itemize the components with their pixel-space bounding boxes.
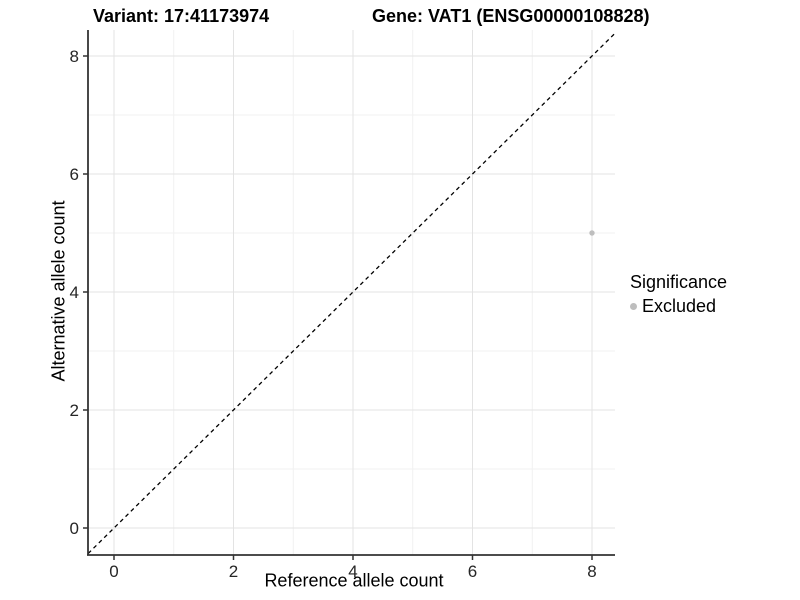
y-tick-label: 2 — [70, 401, 79, 420]
legend: Significance Excluded — [630, 272, 727, 317]
y-tick-label: 4 — [70, 283, 79, 302]
legend-key-dot-icon — [630, 303, 637, 310]
y-tick-label: 0 — [70, 519, 79, 538]
x-tick-label: 8 — [587, 562, 596, 581]
legend-title: Significance — [630, 272, 728, 292]
x-tick-label: 0 — [109, 562, 118, 581]
x-tick-label: 6 — [468, 562, 477, 581]
identity-line — [88, 32, 615, 555]
x-axis-title: Reference allele count — [264, 570, 444, 591]
y-axis-title: Alternative allele count — [48, 200, 69, 382]
legend-item-excluded: Excluded — [630, 296, 727, 317]
y-tick-label: 6 — [70, 165, 79, 184]
plot-title-variant: Variant: 17:41173974 — [93, 6, 270, 26]
data-point — [589, 230, 595, 236]
x-tick-label: 4 — [348, 562, 357, 581]
x-tick-label: 2 — [229, 562, 238, 581]
plot-title-gene: Gene: VAT1 (ENSG00000108828) — [372, 6, 650, 26]
legend-item-label: Excluded — [642, 296, 717, 316]
y-tick-label: 8 — [70, 47, 79, 66]
